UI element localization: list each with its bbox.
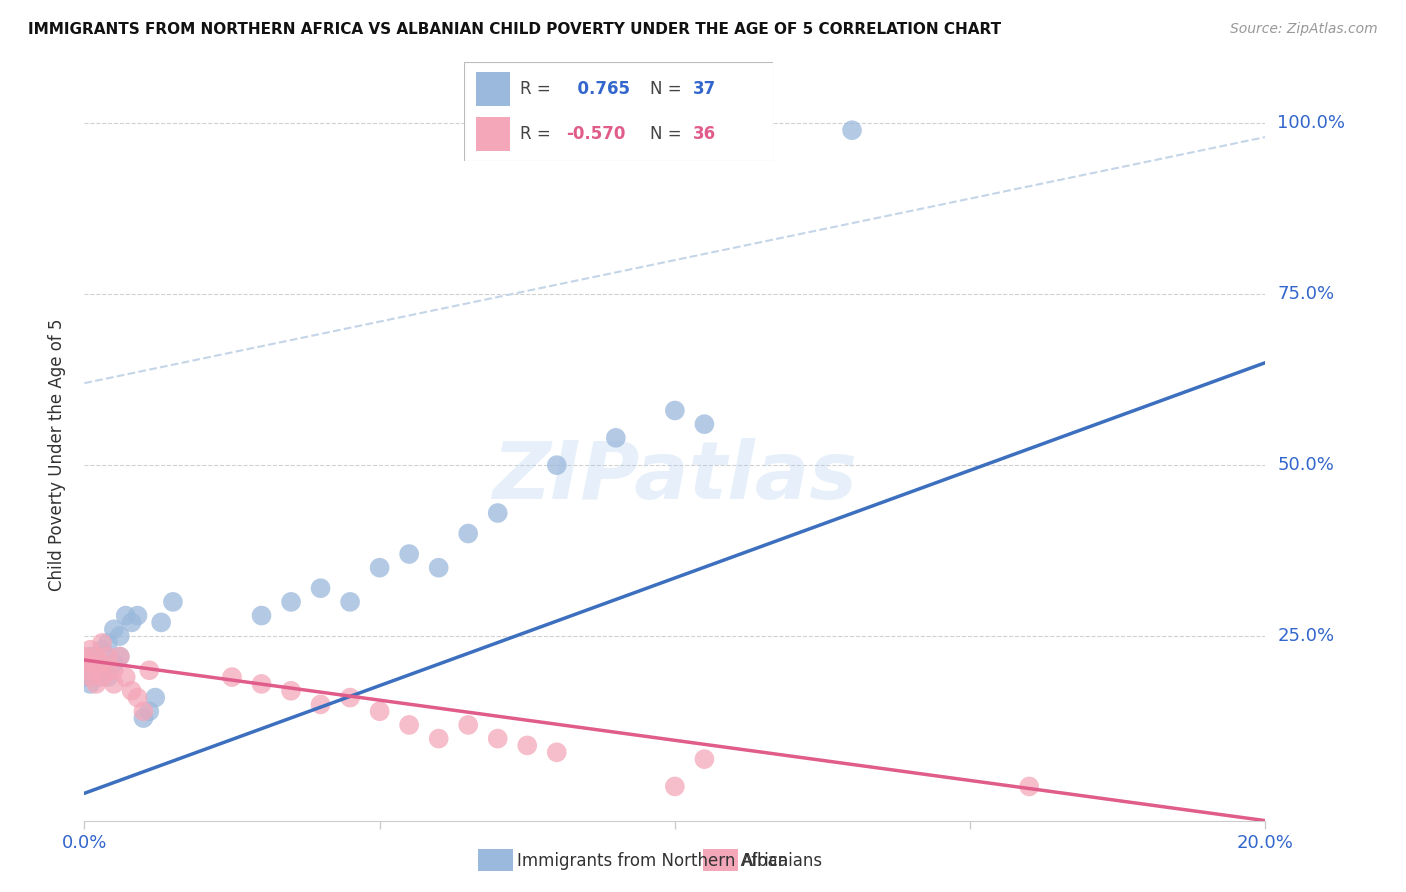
Point xyxy=(457,718,479,732)
Text: 50.0%: 50.0% xyxy=(1277,456,1334,475)
Point xyxy=(398,547,420,561)
Point xyxy=(79,657,101,671)
Point xyxy=(79,670,101,684)
Point xyxy=(79,649,101,664)
Text: 37: 37 xyxy=(693,80,716,98)
Text: ZIPatlas: ZIPatlas xyxy=(492,438,858,516)
Point xyxy=(339,595,361,609)
Point xyxy=(91,642,114,657)
Point xyxy=(664,780,686,794)
Point xyxy=(398,718,420,732)
Point xyxy=(427,560,450,574)
Point xyxy=(103,657,125,671)
Text: IMMIGRANTS FROM NORTHERN AFRICA VS ALBANIAN CHILD POVERTY UNDER THE AGE OF 5 COR: IMMIGRANTS FROM NORTHERN AFRICA VS ALBAN… xyxy=(28,22,1001,37)
Point xyxy=(79,642,101,657)
Point xyxy=(103,663,125,677)
Point xyxy=(132,711,155,725)
Point xyxy=(97,670,120,684)
Point xyxy=(309,698,332,712)
Point xyxy=(127,608,149,623)
Point xyxy=(250,677,273,691)
Point xyxy=(97,649,120,664)
Point xyxy=(664,403,686,417)
Point xyxy=(121,615,143,630)
Text: -0.570: -0.570 xyxy=(567,125,626,143)
Text: Albanians: Albanians xyxy=(742,852,824,870)
Point xyxy=(693,752,716,766)
Text: 36: 36 xyxy=(693,125,716,143)
Point xyxy=(91,636,114,650)
Point xyxy=(143,690,166,705)
Point xyxy=(1018,780,1040,794)
Bar xyxy=(477,72,510,105)
Point xyxy=(280,683,302,698)
Text: R =: R = xyxy=(520,125,550,143)
Point xyxy=(84,649,107,664)
Point xyxy=(84,663,107,677)
Point xyxy=(457,526,479,541)
Point xyxy=(84,677,107,691)
Point xyxy=(516,739,538,753)
Text: N =: N = xyxy=(650,80,681,98)
Point xyxy=(127,690,149,705)
Text: Source: ZipAtlas.com: Source: ZipAtlas.com xyxy=(1230,22,1378,37)
Point xyxy=(605,431,627,445)
Point xyxy=(427,731,450,746)
Bar xyxy=(477,118,510,151)
Text: 0.765: 0.765 xyxy=(567,80,630,98)
Point xyxy=(73,663,96,677)
Point xyxy=(97,636,120,650)
Point xyxy=(97,663,120,677)
Point xyxy=(138,663,160,677)
Point xyxy=(79,677,101,691)
Point xyxy=(250,608,273,623)
Point xyxy=(138,704,160,718)
Point xyxy=(103,677,125,691)
Text: 75.0%: 75.0% xyxy=(1277,285,1334,303)
Point xyxy=(486,506,509,520)
Point xyxy=(121,683,143,698)
Point xyxy=(91,663,114,677)
Point xyxy=(486,731,509,746)
Text: 25.0%: 25.0% xyxy=(1277,627,1334,645)
Point xyxy=(114,608,136,623)
Point xyxy=(84,670,107,684)
Point xyxy=(339,690,361,705)
Text: Immigrants from Northern Africa: Immigrants from Northern Africa xyxy=(517,852,789,870)
Point xyxy=(221,670,243,684)
Point xyxy=(91,670,114,684)
Point xyxy=(841,123,863,137)
Point xyxy=(132,704,155,718)
Point xyxy=(693,417,716,432)
Text: R =: R = xyxy=(520,80,550,98)
Point xyxy=(162,595,184,609)
Point xyxy=(368,704,391,718)
Point xyxy=(280,595,302,609)
Point xyxy=(84,649,107,664)
Point xyxy=(108,629,131,643)
Point xyxy=(108,649,131,664)
Point xyxy=(546,458,568,472)
Point xyxy=(103,622,125,636)
Y-axis label: Child Poverty Under the Age of 5: Child Poverty Under the Age of 5 xyxy=(48,318,66,591)
Point xyxy=(91,657,114,671)
Point xyxy=(73,670,96,684)
Point xyxy=(150,615,173,630)
Point xyxy=(79,663,101,677)
Point xyxy=(114,670,136,684)
Point xyxy=(546,745,568,759)
Text: 100.0%: 100.0% xyxy=(1277,114,1346,132)
Point xyxy=(73,649,96,664)
Point xyxy=(368,560,391,574)
Point xyxy=(84,657,107,671)
Text: N =: N = xyxy=(650,125,681,143)
Point xyxy=(309,581,332,595)
Point xyxy=(108,649,131,664)
